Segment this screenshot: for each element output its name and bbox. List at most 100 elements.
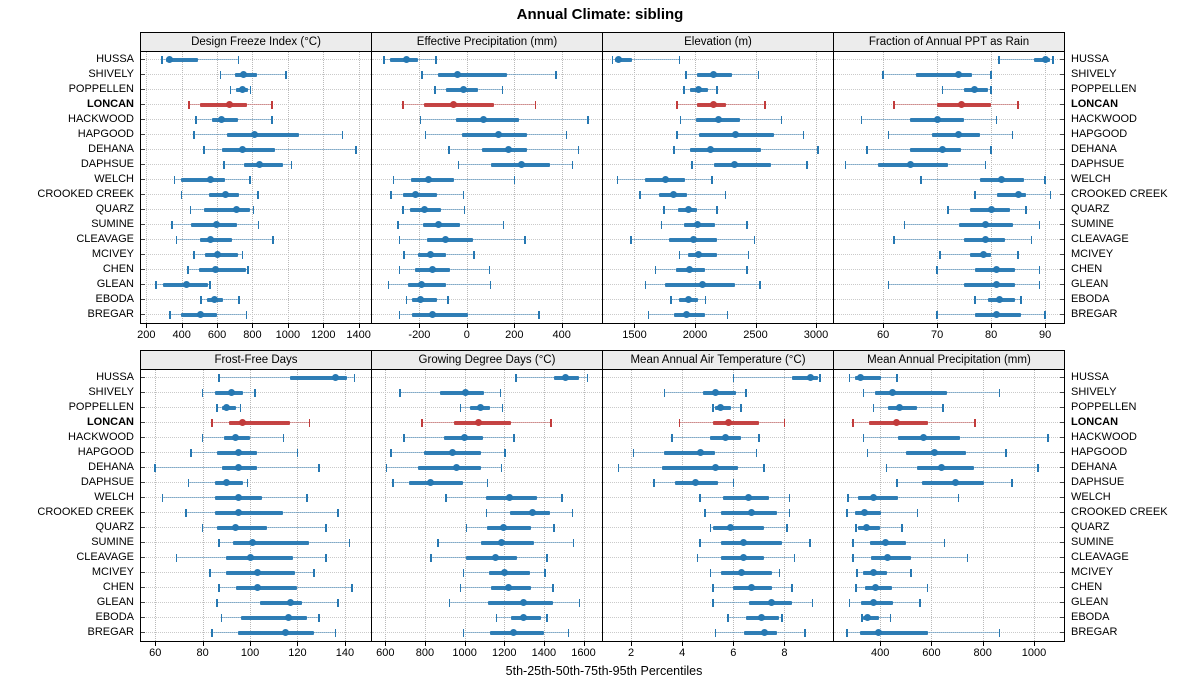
median-dot — [768, 599, 776, 606]
whisker-cap — [811, 598, 814, 607]
percentile-whisker — [219, 376, 355, 379]
whisker-cap — [896, 373, 898, 382]
gridline-horizontal — [834, 239, 1064, 240]
whisker-cap — [763, 463, 765, 472]
percentile-box — [863, 615, 879, 620]
percentile-box — [720, 540, 782, 545]
percentile-box — [720, 570, 772, 575]
whisker-cap — [171, 220, 173, 229]
median-dot — [234, 509, 242, 516]
median-dot — [256, 161, 264, 168]
axis-tick-label: 200 — [505, 329, 524, 341]
panel: Growing Degree Days (°C) 600 800 1000 1200 14… — [371, 350, 603, 666]
whisker-cap — [819, 373, 821, 382]
gridline-horizontal — [603, 482, 833, 483]
axis-tick — [937, 324, 939, 328]
whisker-cap — [653, 478, 655, 487]
axis-side-tick — [141, 104, 145, 105]
whisker-cap — [936, 265, 938, 274]
median-dot — [426, 251, 434, 258]
percentile-box — [915, 72, 973, 77]
whisker-cap — [758, 433, 760, 442]
median-dot — [993, 266, 1000, 273]
whisker-cap — [169, 310, 171, 319]
whisker-cap — [403, 250, 405, 259]
percentile-box — [216, 525, 267, 530]
gridline-horizontal — [603, 572, 833, 573]
median-dot — [920, 434, 928, 441]
whisker-cap — [201, 523, 204, 532]
whisker-cap — [325, 523, 327, 532]
axis-side-tick — [141, 254, 145, 255]
whisker-cap — [753, 235, 756, 244]
median-dot — [993, 311, 1000, 318]
whisker-cap — [670, 295, 672, 304]
axis-side-tick — [1060, 119, 1064, 120]
gridline-horizontal — [372, 617, 602, 618]
panel: Frost-Free Days 60 80 100 120 140 — [140, 350, 372, 666]
whisker-cap — [855, 523, 857, 532]
whisker-cap — [175, 235, 178, 244]
gridline-horizontal — [834, 254, 1064, 255]
station-label: CROOKED CREEK — [1071, 188, 1168, 200]
axis-tick-label: 800 — [243, 329, 262, 341]
gridline-horizontal — [372, 467, 602, 468]
panel: Design Freeze Index (°C) 200 400 600 800 1000… — [137, 32, 372, 348]
whisker-cap — [318, 463, 320, 472]
plot-area — [140, 370, 372, 642]
whisker-cap — [282, 433, 285, 442]
whisker-cap — [473, 250, 475, 259]
gridline-horizontal — [372, 59, 602, 60]
gridline-vertical — [514, 52, 516, 323]
median-dot — [434, 221, 442, 228]
median-dot — [476, 404, 484, 411]
median-dot — [906, 161, 914, 168]
whisker-cap — [271, 115, 273, 124]
station-label: MCIVEY — [1071, 566, 1114, 578]
gridline-horizontal — [603, 269, 833, 270]
axis-tick — [880, 642, 882, 646]
axis-side-tick — [141, 407, 145, 408]
median-dot — [881, 539, 889, 546]
whisker-cap — [189, 205, 192, 214]
axis-side-tick — [141, 164, 145, 165]
median-dot — [246, 554, 254, 561]
whisker-cap — [764, 100, 766, 109]
panel: Mean Annual Precipitation (mm) 400 600 800 1… — [833, 350, 1065, 666]
x-axis: 60 70 80 90 — [833, 324, 1065, 348]
whisker-cap — [421, 418, 423, 427]
whisker-cap — [513, 433, 515, 442]
whisker-cap — [219, 70, 222, 79]
whisker-cap — [755, 448, 758, 457]
axis-side-tick — [1060, 134, 1064, 135]
median-dot — [517, 161, 525, 168]
whisker-cap — [390, 448, 392, 457]
median-dot — [239, 146, 247, 153]
percentile-box — [259, 600, 303, 605]
whisker-cap — [893, 235, 895, 244]
whisker-cap — [488, 265, 491, 274]
axis-tick — [682, 642, 684, 646]
gridline-vertical — [419, 52, 421, 323]
station-label: MCIVEY — [91, 566, 134, 578]
whisker-cap — [398, 265, 401, 274]
median-dot — [232, 434, 240, 441]
median-dot — [993, 281, 1000, 288]
gridline-horizontal — [603, 632, 833, 633]
axis-tick — [583, 642, 585, 646]
station-label: HUSSA — [96, 53, 134, 65]
gridline-vertical — [631, 370, 633, 641]
whisker-cap — [254, 388, 256, 397]
median-dot — [206, 236, 214, 243]
station-label: DAPHSUE — [80, 476, 134, 488]
whisker-cap — [872, 403, 875, 412]
axis-side-tick — [141, 134, 145, 135]
whisker-cap — [1047, 433, 1049, 442]
axis-tick-label: 0 — [463, 329, 470, 341]
percentile-box — [690, 147, 761, 152]
axis-side-tick — [1060, 194, 1064, 195]
whisker-cap — [616, 175, 619, 184]
whisker-cap — [571, 160, 574, 169]
percentile-box — [490, 630, 544, 635]
median-dot — [428, 311, 436, 318]
